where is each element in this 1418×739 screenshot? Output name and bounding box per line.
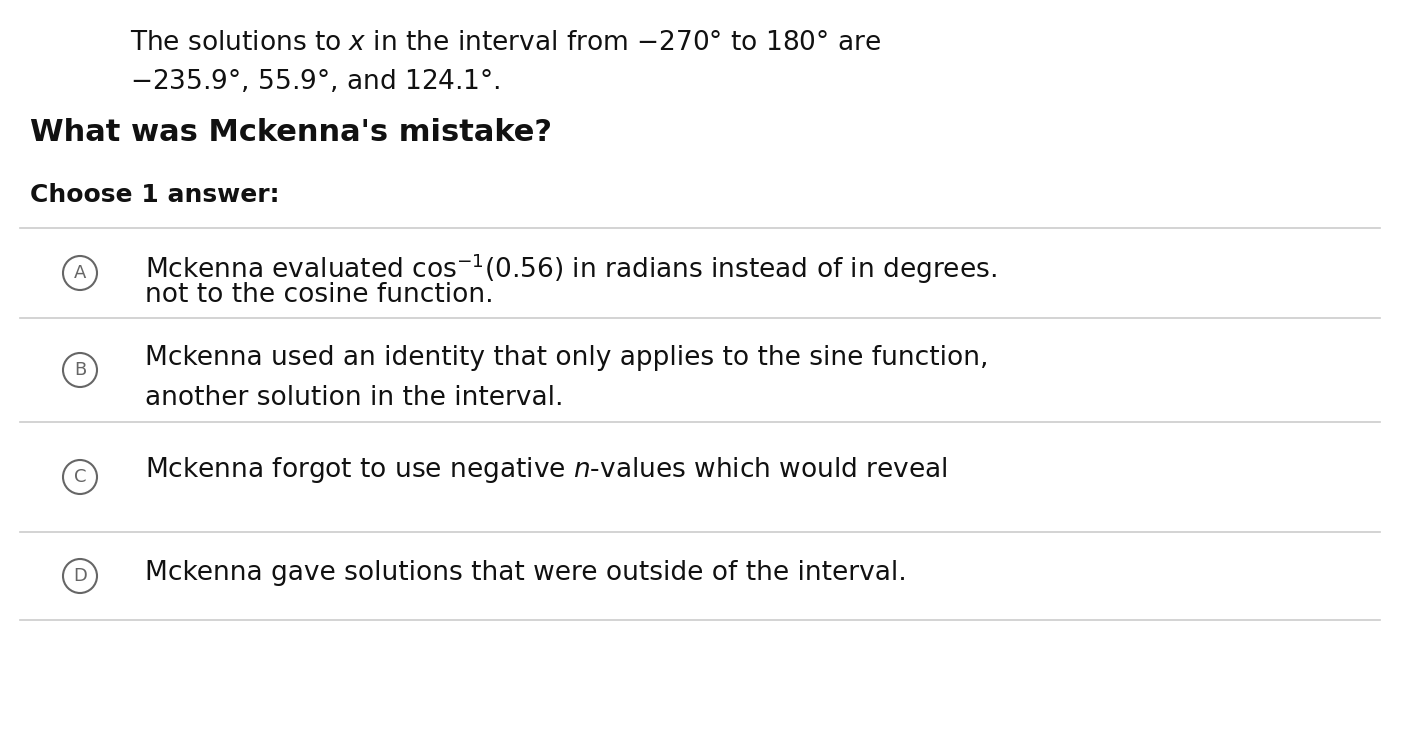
- Text: A: A: [74, 264, 86, 282]
- Text: C: C: [74, 468, 86, 486]
- Text: not to the cosine function.: not to the cosine function.: [145, 282, 493, 308]
- Text: Mckenna evaluated $\mathrm{cos}^{-1}(0.56)$ in radians instead of in degrees.: Mckenna evaluated $\mathrm{cos}^{-1}(0.5…: [145, 252, 997, 287]
- Text: Mckenna used an identity that only applies to the sine function,: Mckenna used an identity that only appli…: [145, 345, 988, 371]
- Text: another solution in the interval.: another solution in the interval.: [145, 385, 563, 411]
- Text: Mckenna forgot to use negative $n$-values which would reveal: Mckenna forgot to use negative $n$-value…: [145, 455, 947, 485]
- Text: Choose 1 answer:: Choose 1 answer:: [30, 183, 279, 207]
- Text: B: B: [74, 361, 86, 379]
- Text: Mckenna gave solutions that were outside of the interval.: Mckenna gave solutions that were outside…: [145, 560, 906, 586]
- Text: $-235.9°$, $55.9°$, and $124.1°$.: $-235.9°$, $55.9°$, and $124.1°$.: [130, 68, 501, 95]
- Text: D: D: [74, 567, 86, 585]
- Text: The solutions to $x$ in the interval from $-270°$ to $180°$ are: The solutions to $x$ in the interval fro…: [130, 30, 881, 56]
- Text: What was Mckenna's mistake?: What was Mckenna's mistake?: [30, 118, 552, 147]
